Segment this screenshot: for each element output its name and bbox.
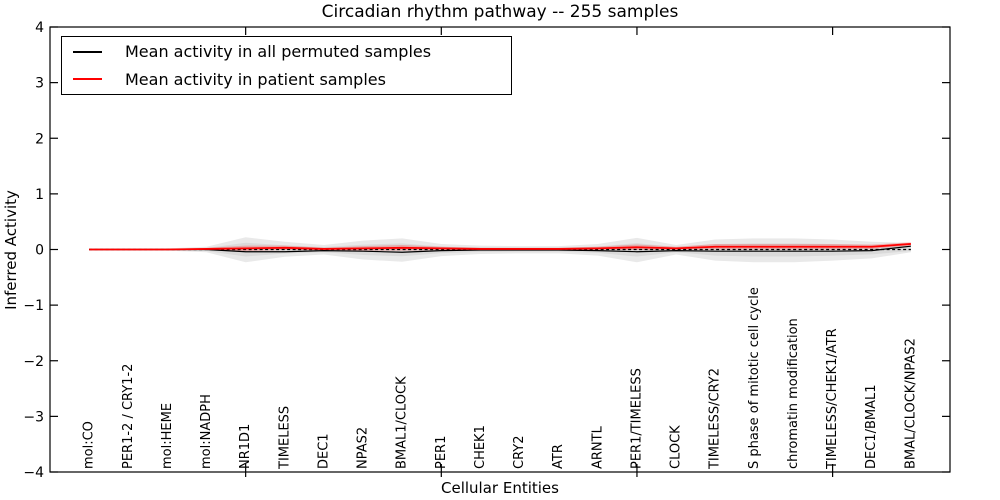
x-axis-label: Cellular Entities bbox=[441, 479, 559, 497]
y-tick-label: −3 bbox=[23, 409, 44, 425]
x-category-label: TIMELESS/CHEK1/ATR bbox=[825, 328, 840, 470]
x-category-label: CLOCK bbox=[669, 425, 684, 469]
y-tick-label: −2 bbox=[23, 354, 44, 370]
y-tick-label: 4 bbox=[35, 20, 44, 36]
y-tick-label: 2 bbox=[35, 131, 44, 147]
legend-line-sample-permuted bbox=[73, 50, 102, 53]
chart-title: Circadian rhythm pathway -- 255 samples bbox=[321, 2, 679, 22]
y-tick-label: 1 bbox=[35, 187, 44, 203]
x-category-label: PER1/TIMELESS bbox=[629, 368, 644, 469]
legend-entry-patient: Mean activity in patient samples bbox=[62, 66, 511, 92]
x-category-label: ARNTL bbox=[590, 425, 605, 469]
x-category-label: CRY2 bbox=[512, 436, 527, 470]
x-category-label: S phase of mitotic cell cycle bbox=[747, 287, 762, 469]
y-axis-label: Inferred Activity bbox=[2, 190, 20, 310]
legend-label-permuted: Mean activity in all permuted samples bbox=[125, 42, 432, 62]
legend-label-patient: Mean activity in patient samples bbox=[125, 69, 386, 89]
x-category-label: PER1-2 / CRY1-2 bbox=[121, 364, 136, 469]
x-category-label: mol:CO bbox=[82, 421, 97, 469]
x-category-label: DEC1/BMAL1 bbox=[864, 385, 879, 470]
legend: Mean activity in all permuted samples Me… bbox=[61, 36, 512, 95]
x-category-label: BMAL/CLOCK/NPAS2 bbox=[903, 338, 918, 469]
x-category-label: NPAS2 bbox=[356, 427, 371, 469]
x-category-label: TIMELESS/CRY2 bbox=[708, 368, 723, 470]
x-category-label: mol:NADPH bbox=[199, 394, 214, 469]
y-tick-label: 3 bbox=[35, 76, 44, 92]
x-category-label: mol:HEME bbox=[160, 403, 175, 469]
x-category-label: TIMELESS bbox=[277, 406, 292, 470]
x-category-label: BMAL1/CLOCK bbox=[395, 376, 410, 469]
x-category-label: PER1 bbox=[434, 436, 449, 469]
patient-mean-line bbox=[89, 243, 911, 251]
x-category-label: DEC1 bbox=[316, 433, 331, 469]
y-tick-label: 0 bbox=[35, 243, 44, 259]
y-tick-label: −1 bbox=[23, 298, 44, 314]
permuted-mean-line bbox=[89, 245, 911, 253]
x-category-label: NR1D1 bbox=[238, 424, 253, 469]
y-tick-label: −4 bbox=[23, 465, 44, 481]
x-category-label: ATR bbox=[551, 444, 566, 469]
legend-entry-permuted: Mean activity in all permuted samples bbox=[62, 39, 511, 65]
x-category-label: chromatin modification bbox=[786, 318, 801, 469]
x-category-label: CHEK1 bbox=[473, 425, 488, 469]
legend-line-sample-patient bbox=[73, 78, 102, 81]
